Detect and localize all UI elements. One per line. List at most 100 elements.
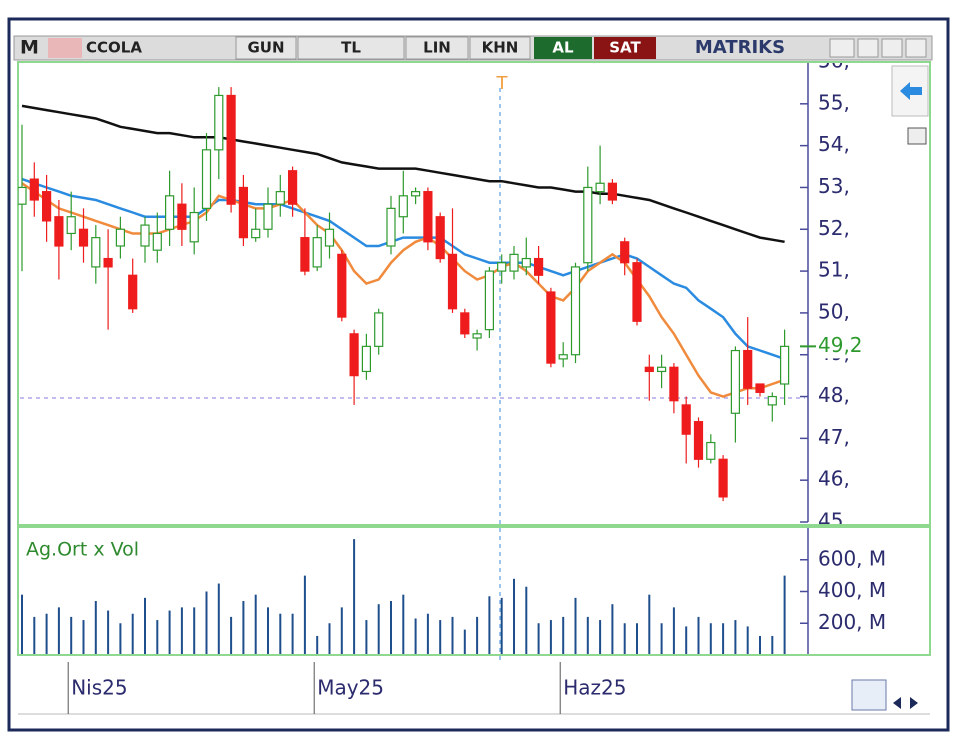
volume-bar <box>316 635 319 654</box>
minimize-button[interactable] <box>857 38 879 58</box>
volume-bar <box>193 607 196 654</box>
y-tick-label: 50, <box>818 299 850 323</box>
close-button[interactable] <box>905 38 927 58</box>
volume-bar <box>623 623 626 654</box>
volume-bar <box>402 594 405 654</box>
candle-body <box>484 270 494 331</box>
volume-bar <box>672 607 675 654</box>
candle-body <box>41 191 52 222</box>
y-tick-label: 54, <box>818 132 850 156</box>
brand: MATRIKS <box>695 37 785 58</box>
gun-button[interactable] <box>235 36 297 60</box>
volume-bar <box>279 613 282 654</box>
refresh-button[interactable] <box>851 679 887 711</box>
candle-body <box>411 191 421 197</box>
candle-body <box>583 186 593 264</box>
candle-body <box>423 191 433 243</box>
buy-button[interactable] <box>534 37 592 59</box>
volume-bar <box>291 613 294 654</box>
candle-body <box>558 354 568 360</box>
date-label: Haz25 <box>563 676 626 700</box>
volume-bar <box>660 623 663 654</box>
sell-button[interactable] <box>594 37 656 59</box>
volume-bar <box>537 623 540 654</box>
candle-body <box>620 241 630 264</box>
volume-plot: 200, M 400, M 600, M <box>21 528 886 654</box>
arrow-icon <box>900 82 922 100</box>
candle-body <box>374 312 384 347</box>
volume-bar <box>636 623 638 654</box>
candle-body <box>263 203 273 230</box>
y-tick-label: 46, <box>818 467 850 491</box>
candle-body <box>632 262 642 322</box>
candle-body <box>497 262 507 272</box>
y-tick-label: 52, <box>818 216 850 240</box>
volume-bar <box>107 610 110 654</box>
candle-body <box>238 186 248 239</box>
y-tick-label: 53, <box>818 174 850 198</box>
volume-bar <box>131 613 134 654</box>
volume-bar <box>414 618 417 654</box>
candle-body <box>214 94 224 151</box>
moving-average <box>21 177 786 361</box>
volume-bar <box>648 594 651 654</box>
volume-bar <box>513 578 515 654</box>
button-label[interactable]: TL <box>341 39 361 57</box>
candle-body <box>607 182 618 201</box>
candle-body <box>693 421 704 460</box>
candle-body <box>128 274 138 310</box>
candle-body <box>398 195 408 218</box>
scroll-arrows[interactable] <box>893 697 918 709</box>
volume-bar <box>328 623 331 654</box>
volume-bar <box>217 583 220 654</box>
candle-body <box>177 203 187 230</box>
candle-body <box>337 253 347 318</box>
volume-bar <box>377 604 380 654</box>
symbol[interactable]: CCOLA <box>86 39 142 57</box>
date-label: May25 <box>317 676 384 700</box>
candle-body <box>656 366 667 373</box>
candle-body <box>324 228 335 247</box>
khn-button[interactable] <box>469 36 531 60</box>
maximize-button[interactable] <box>881 38 903 58</box>
volume-bar <box>21 594 23 654</box>
volume-bar <box>759 635 761 654</box>
candle-body <box>435 216 445 260</box>
lin-button[interactable] <box>405 36 469 60</box>
candle-body <box>546 291 556 364</box>
sell-label[interactable]: SAT <box>609 39 641 57</box>
button-label[interactable]: LIN <box>423 39 451 57</box>
panel-button[interactable] <box>907 127 927 145</box>
button-label[interactable]: KHN <box>482 39 519 57</box>
volume-bar <box>45 613 48 654</box>
symbol-menu[interactable]: M <box>20 37 39 59</box>
volume-bar <box>340 607 343 654</box>
volume-bar <box>709 623 712 654</box>
volume-bar <box>156 620 159 654</box>
last-price-label: 49,2 <box>818 333 863 357</box>
volume-bar <box>390 601 392 654</box>
candle-body <box>251 228 261 239</box>
buy-label[interactable]: AL <box>552 39 574 57</box>
candle-body <box>288 170 298 205</box>
time-marker: T <box>496 73 509 94</box>
price-panel <box>17 61 931 526</box>
candle-body <box>570 266 581 356</box>
dropdown-button[interactable] <box>829 38 855 58</box>
candle-body <box>103 257 113 268</box>
y-tick-label: 45, <box>818 509 850 533</box>
volume-bar <box>525 586 528 654</box>
tl-button[interactable] <box>297 36 405 60</box>
volume-bar <box>488 596 491 654</box>
volume-bar <box>168 610 171 654</box>
y-tick-label: 56, <box>818 49 850 73</box>
y-tick-label: 51, <box>818 258 850 282</box>
candle-body <box>681 404 691 435</box>
y-tick-label: 48, <box>818 383 850 407</box>
symbol-icon[interactable] <box>48 38 82 58</box>
volume-bar <box>549 620 552 654</box>
volume-bar <box>33 616 36 654</box>
volume-bar <box>254 594 257 654</box>
button-label[interactable]: GUN <box>247 39 284 57</box>
volume-bar <box>746 626 749 654</box>
